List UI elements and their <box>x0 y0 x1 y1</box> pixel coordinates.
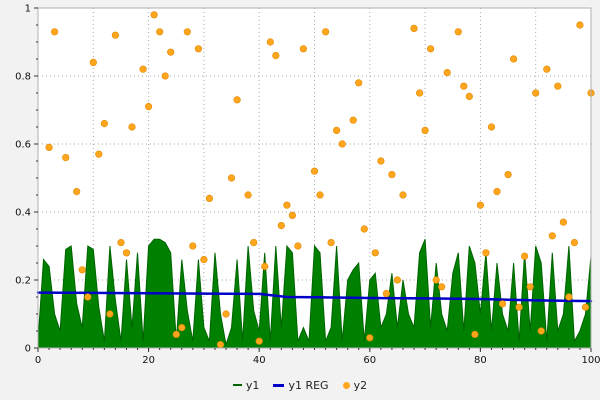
y2-dot-marker <box>342 381 350 389</box>
legend-item-y2: y2 <box>342 378 368 392</box>
svg-text:100: 100 <box>581 355 600 366</box>
svg-text:0.4: 0.4 <box>15 208 31 219</box>
svg-text:40: 40 <box>253 355 266 366</box>
legend-item-y1: y1 <box>232 378 260 392</box>
axis-labels: 0 20 40 60 80 100 0 0.2 0.4 0.6 0.8 1 <box>15 4 600 367</box>
svg-text:0.6: 0.6 <box>15 140 31 151</box>
legend-label-y1: y1 <box>245 378 260 392</box>
legend-item-y1-reg: y1 REG <box>273 378 329 392</box>
svg-text:1: 1 <box>25 4 31 15</box>
svg-text:0.8: 0.8 <box>15 72 31 83</box>
y1-reg-line-series <box>36 291 593 303</box>
svg-text:60: 60 <box>363 355 376 366</box>
legend-label-y1-reg: y1 REG <box>288 378 329 392</box>
svg-text:0: 0 <box>35 355 41 366</box>
y1-area-series <box>37 238 592 349</box>
svg-text:20: 20 <box>142 355 155 366</box>
y1-line-marker <box>232 384 242 386</box>
svg-text:0: 0 <box>25 344 31 355</box>
y1-reg-line-marker <box>273 383 285 387</box>
chart-canvas: 0 20 40 60 80 100 0 0.2 0.4 0.6 0.8 1 <box>15 4 600 367</box>
svg-text:80: 80 <box>474 355 487 366</box>
axis-ticks <box>34 7 592 352</box>
svg-text:0.2: 0.2 <box>15 276 31 287</box>
chart-legend: y1 y1 REG y2 <box>0 375 600 395</box>
legend-label-y2: y2 <box>353 378 368 392</box>
